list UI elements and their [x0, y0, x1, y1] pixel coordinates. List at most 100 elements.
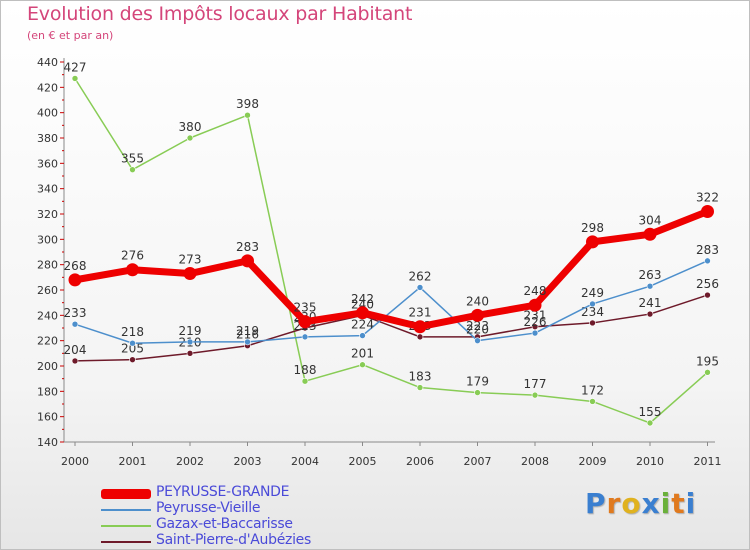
data-point-peyrusse-vieille	[646, 282, 654, 290]
data-point-gazax-et-baccarisse	[416, 384, 424, 391]
data-label-gazax-et-baccarisse: 195	[696, 354, 719, 368]
data-label-peyrusse-grande: 235	[294, 301, 317, 315]
data-point-peyrusse-grande	[701, 204, 714, 218]
data-label-saint-pierre-d-aub-zies: 241	[639, 296, 662, 310]
y-tick-label: 240	[37, 309, 58, 322]
data-point-saint-pierre-d-aub-zies	[646, 310, 654, 318]
y-tick-label: 140	[37, 436, 58, 449]
data-point-peyrusse-vieille	[359, 332, 366, 339]
data-point-peyrusse-grande	[586, 235, 599, 249]
data-point-gazax-et-baccarisse	[71, 75, 79, 82]
data-label-gazax-et-baccarisse: 172	[581, 383, 604, 397]
data-point-gazax-et-baccarisse	[359, 361, 366, 369]
proxiti-logo: Proxiti	[585, 487, 696, 520]
data-label-peyrusse-grande: 298	[581, 221, 604, 235]
y-tick-label: 180	[37, 385, 58, 398]
legend-swatch	[101, 525, 151, 527]
data-label-peyrusse-grande: 268	[64, 259, 87, 273]
data-label-peyrusse-vieille: 283	[696, 243, 719, 257]
data-point-saint-pierre-d-aub-zies	[704, 291, 711, 299]
y-tick-label: 280	[37, 259, 58, 272]
y-tick-label: 220	[37, 335, 58, 348]
x-tick-label: 2004	[291, 455, 319, 468]
data-point-saint-pierre-d-aub-zies	[589, 319, 596, 327]
data-label-gazax-et-baccarisse: 177	[524, 377, 547, 391]
data-label-peyrusse-vieille: 219	[236, 324, 259, 338]
data-point-peyrusse-vieille	[244, 338, 251, 346]
legend-label: Gazax-et-Baccarisse	[156, 516, 293, 532]
data-label-peyrusse-grande: 273	[179, 253, 202, 267]
data-label-peyrusse-grande: 240	[466, 294, 489, 308]
x-tick-label: 2009	[579, 455, 607, 468]
series-line-saint-pierre-d-aub-zies	[74, 294, 709, 362]
data-point-saint-pierre-d-aub-zies	[71, 357, 79, 365]
data-point-gazax-et-baccarisse	[646, 419, 654, 427]
data-point-gazax-et-baccarisse	[474, 389, 481, 396]
data-point-gazax-et-baccarisse	[531, 391, 539, 399]
data-point-peyrusse-vieille	[71, 320, 79, 328]
x-tick-label: 2007	[464, 455, 492, 468]
y-tick-label: 380	[37, 132, 58, 145]
logo-letter: r	[606, 487, 622, 520]
y-tick-label: 320	[37, 208, 58, 221]
data-label-peyrusse-grande: 231	[409, 306, 432, 320]
x-tick-label: 2005	[349, 455, 377, 468]
series-line-gazax-et-baccarisse	[74, 77, 709, 424]
data-label-peyrusse-grande: 304	[639, 213, 662, 227]
y-tick-label: 440	[37, 56, 58, 69]
data-label-saint-pierre-d-aub-zies: 256	[696, 277, 719, 291]
legend-swatch	[101, 489, 151, 499]
data-label-gazax-et-baccarisse: 183	[409, 370, 432, 384]
y-tick-label: 300	[37, 233, 58, 246]
data-label-gazax-et-baccarisse: 201	[351, 347, 374, 361]
y-tick-label: 360	[37, 157, 58, 170]
y-tick-label: 200	[37, 360, 58, 373]
data-label-saint-pierre-d-aub-zies: 240	[351, 297, 374, 311]
y-tick-label: 340	[37, 183, 58, 196]
logo-letter: i	[685, 487, 697, 520]
series-line-peyrusse-grande	[71, 207, 711, 331]
data-label-saint-pierre-d-aub-zies: 234	[581, 305, 604, 319]
data-point-gazax-et-baccarisse	[301, 377, 309, 385]
data-label-peyrusse-vieille: 263	[639, 268, 662, 282]
data-label-peyrusse-vieille: 218	[121, 325, 144, 339]
y-tick-label: 160	[37, 411, 58, 424]
data-label-peyrusse-vieille: 219	[179, 324, 202, 338]
data-label-peyrusse-grande: 276	[121, 249, 144, 263]
data-point-saint-pierre-d-aub-zies	[531, 323, 539, 331]
data-label-peyrusse-vieille: 224	[351, 318, 374, 332]
data-label-peyrusse-grande: 322	[696, 190, 719, 204]
data-point-gazax-et-baccarisse	[129, 166, 136, 173]
data-label-saint-pierre-d-aub-zies: 204	[64, 343, 87, 357]
y-tick-label: 400	[37, 107, 58, 120]
data-label-peyrusse-vieille: 226	[524, 315, 547, 329]
data-point-peyrusse-vieille	[416, 284, 424, 291]
data-point-peyrusse-vieille	[186, 338, 194, 346]
data-point-saint-pierre-d-aub-zies	[186, 350, 194, 357]
series-line-peyrusse-vieille	[74, 260, 709, 344]
data-label-peyrusse-vieille: 249	[581, 286, 604, 300]
data-label-gazax-et-baccarisse: 398	[236, 97, 259, 111]
x-tick-label: 2006	[406, 455, 434, 468]
x-tick-label: 2010	[636, 455, 664, 468]
data-label-gazax-et-baccarisse: 179	[466, 375, 489, 389]
x-tick-label: 2001	[119, 455, 147, 468]
y-tick-label: 260	[37, 284, 58, 297]
data-point-peyrusse-grande	[356, 306, 369, 320]
data-point-peyrusse-grande	[68, 273, 82, 287]
legend-label: Peyrusse-Vieille	[156, 500, 261, 516]
chart-title: Evolution des Impôts locaux par Habitant	[27, 3, 413, 25]
data-point-peyrusse-vieille	[474, 337, 481, 344]
x-tick-label: 2011	[694, 455, 722, 468]
data-label-gazax-et-baccarisse: 380	[179, 120, 202, 134]
x-tick-label: 2008	[521, 455, 549, 468]
logo-letter: x	[641, 487, 661, 520]
data-point-peyrusse-vieille	[301, 333, 309, 341]
data-label-gazax-et-baccarisse: 155	[639, 405, 662, 419]
data-point-peyrusse-grande	[528, 298, 542, 312]
data-label-saint-pierre-d-aub-zies: 223	[466, 319, 489, 333]
legend-label: Saint-Pierre-d'Aubézies	[156, 532, 311, 548]
x-tick-label: 2003	[234, 455, 262, 468]
y-tick-label: 420	[37, 81, 58, 94]
data-label-peyrusse-grande: 242	[351, 292, 374, 306]
